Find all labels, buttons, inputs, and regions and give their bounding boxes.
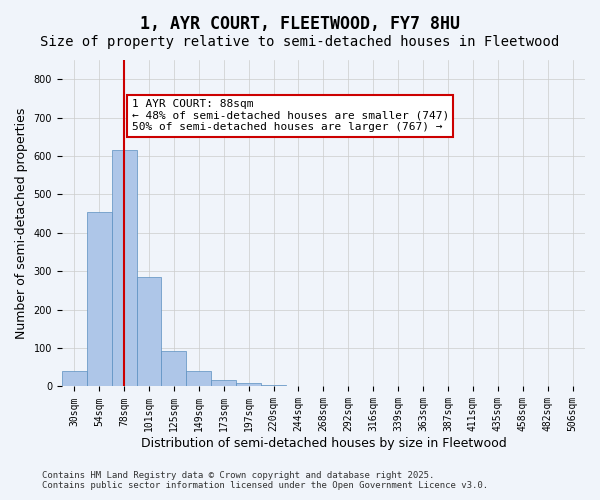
X-axis label: Distribution of semi-detached houses by size in Fleetwood: Distribution of semi-detached houses by …: [140, 437, 506, 450]
Bar: [112, 150, 137, 386]
Text: Contains HM Land Registry data © Crown copyright and database right 2025.
Contai: Contains HM Land Registry data © Crown c…: [42, 470, 488, 490]
Y-axis label: Number of semi-detached properties: Number of semi-detached properties: [15, 108, 28, 339]
Bar: [86, 212, 112, 386]
Bar: [161, 351, 187, 386]
Bar: [187, 371, 211, 386]
Text: 1 AYR COURT: 88sqm
← 48% of semi-detached houses are smaller (747)
50% of semi-d: 1 AYR COURT: 88sqm ← 48% of semi-detache…: [131, 99, 449, 132]
Bar: [62, 371, 86, 386]
Bar: [211, 380, 236, 386]
Bar: [236, 384, 261, 386]
Text: 1, AYR COURT, FLEETWOOD, FY7 8HU: 1, AYR COURT, FLEETWOOD, FY7 8HU: [140, 15, 460, 33]
Bar: [137, 277, 161, 386]
Text: Size of property relative to semi-detached houses in Fleetwood: Size of property relative to semi-detach…: [40, 35, 560, 49]
